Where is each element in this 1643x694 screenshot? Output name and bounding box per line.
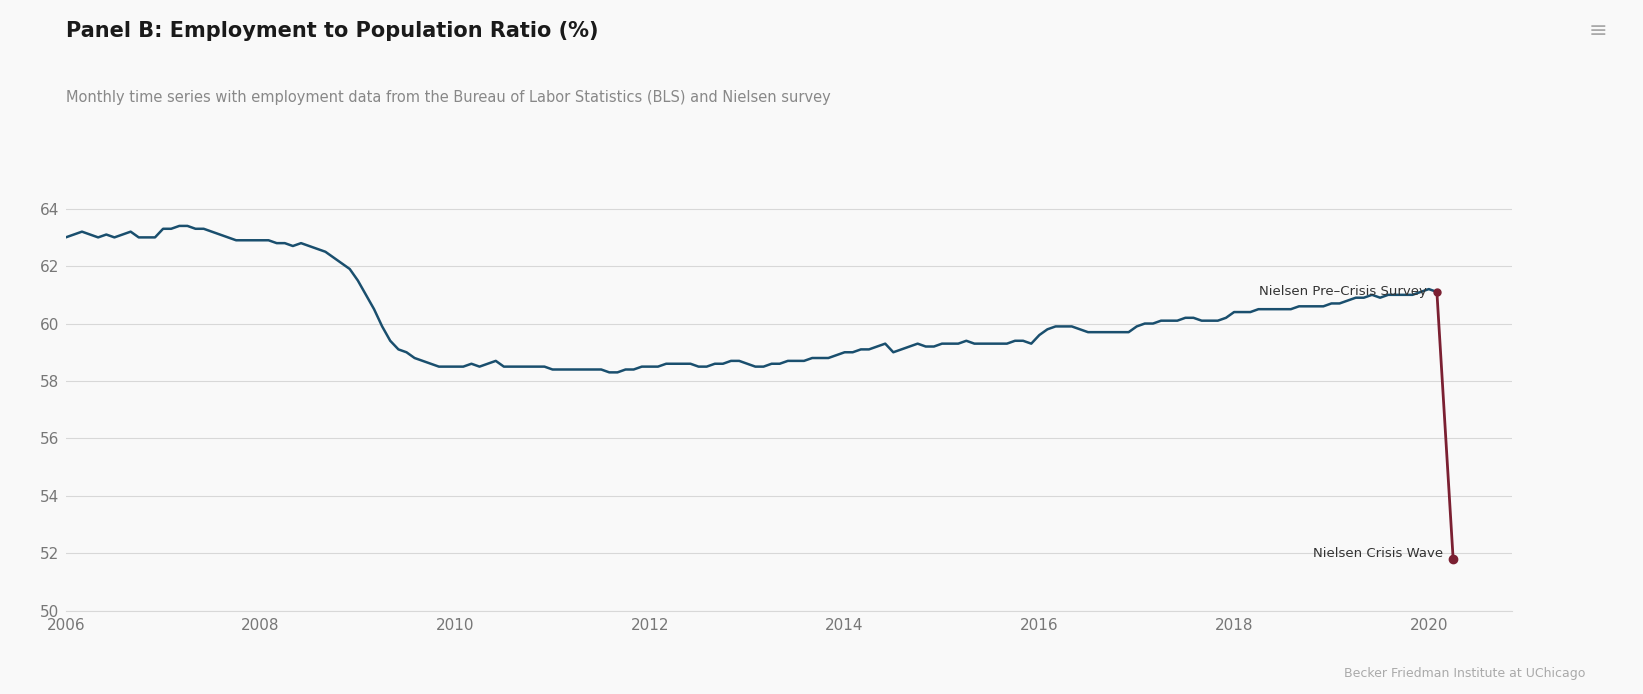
Text: Nielsen Pre–Crisis Survey: Nielsen Pre–Crisis Survey xyxy=(1259,285,1428,298)
Text: Monthly time series with employment data from the Bureau of Labor Statistics (BL: Monthly time series with employment data… xyxy=(66,90,830,105)
Text: Panel B: Employment to Population Ratio (%): Panel B: Employment to Population Ratio … xyxy=(66,21,598,41)
Text: ≡: ≡ xyxy=(1589,21,1607,41)
Text: Nielsen Crisis Wave: Nielsen Crisis Wave xyxy=(1313,547,1444,560)
Text: Becker Friedman Institute at UChicago: Becker Friedman Institute at UChicago xyxy=(1344,667,1585,680)
